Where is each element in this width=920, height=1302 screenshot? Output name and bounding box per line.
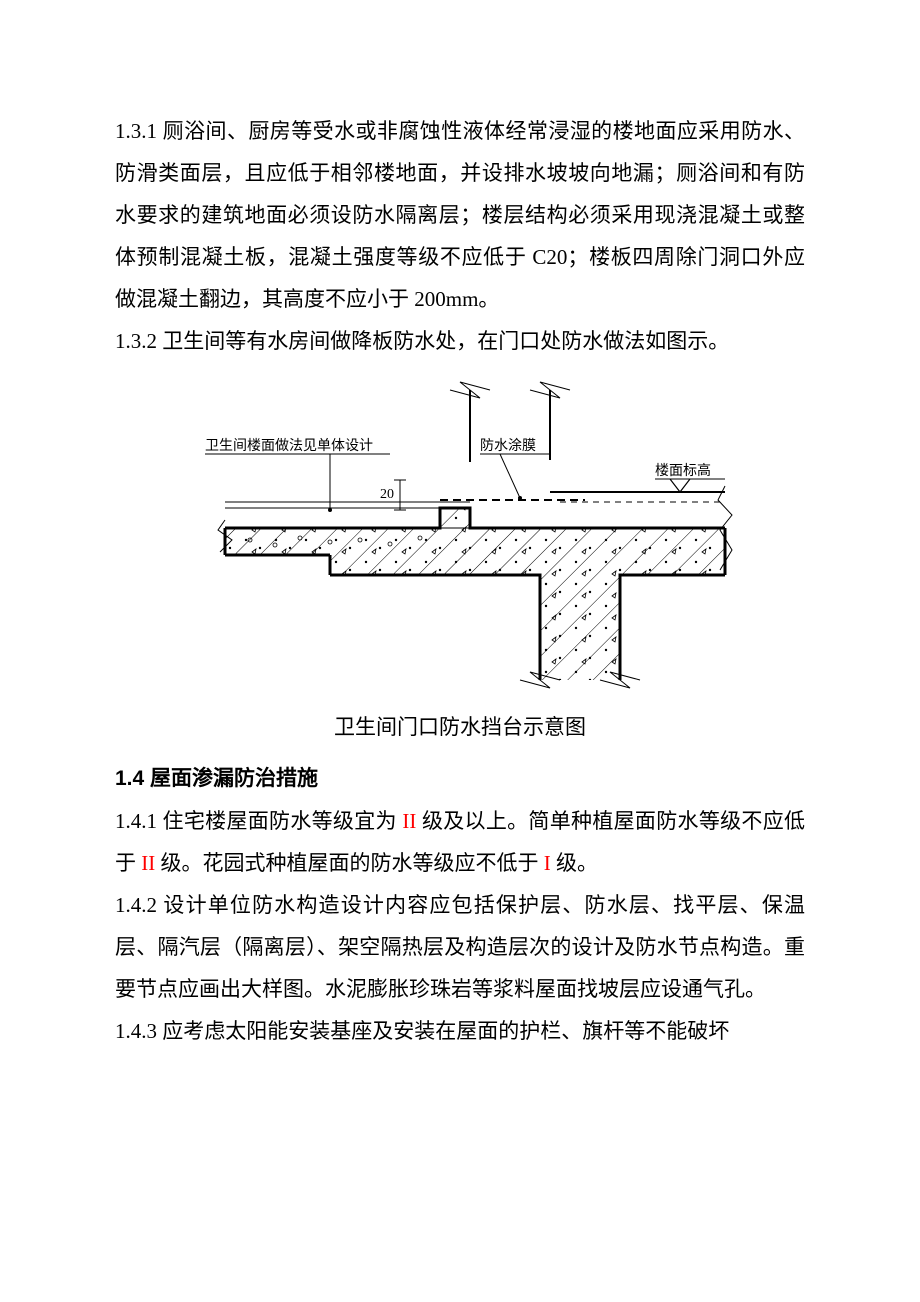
red-text: I (544, 851, 551, 875)
figure-caption: 卫生间门口防水挡台示意图 (334, 706, 586, 748)
text: 级。花园式种植屋面的防水等级应不低于 (155, 851, 544, 875)
waterproof-detail-diagram: 卫生间楼面做法见单体设计 防水涂膜 楼面标高 (180, 380, 740, 700)
diagram-container: 卫生间楼面做法见单体设计 防水涂膜 楼面标高 (115, 380, 805, 750)
red-text: II (141, 851, 155, 875)
dim-20: 20 (380, 487, 394, 502)
paragraph-1-4-3: 1.4.3 应考虑太阳能安装基座及安装在屋面的护栏、旗杆等不能破坏 (115, 1010, 805, 1052)
text: 1.4.1 住宅楼屋面防水等级宜为 (115, 809, 402, 833)
label-membrane: 防水涂膜 (480, 438, 536, 454)
heading-1-4: 1.4 屋面渗漏防治措施 (115, 758, 805, 800)
paragraph-1-4-1: 1.4.1 住宅楼屋面防水等级宜为 II 级及以上。简单种植屋面防水等级不应低于… (115, 800, 805, 884)
text: 级。 (551, 851, 598, 875)
red-text: II (402, 809, 416, 833)
paragraph-1-3-1: 1.3.1 厕浴间、厨房等受水或非腐蚀性液体经常浸湿的楼地面应采用防水、防滑类面… (115, 110, 805, 320)
paragraph-1-3-2: 1.3.2 卫生间等有水房间做降板防水处，在门口处防水做法如图示。 (115, 320, 805, 362)
document-page: 1.3.1 厕浴间、厨房等受水或非腐蚀性液体经常浸湿的楼地面应采用防水、防滑类面… (0, 0, 920, 1112)
label-left: 卫生间楼面做法见单体设计 (205, 438, 373, 454)
paragraph-1-4-2: 1.4.2 设计单位防水构造设计内容应包括保护层、防水层、找平层、保温层、隔汽层… (115, 884, 805, 1010)
label-level: 楼面标高 (655, 462, 711, 479)
